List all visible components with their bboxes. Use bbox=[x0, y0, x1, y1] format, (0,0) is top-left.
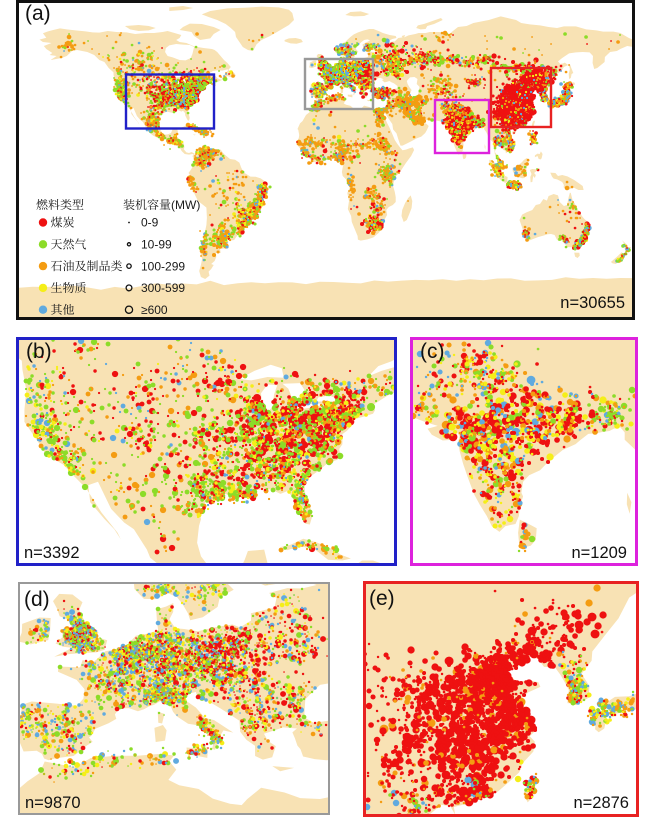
svg-text:10-99: 10-99 bbox=[141, 238, 172, 252]
svg-text:(MW): (MW) bbox=[171, 198, 200, 212]
svg-text:100-299: 100-299 bbox=[141, 259, 185, 273]
svg-text:300-599: 300-599 bbox=[141, 281, 185, 295]
svg-text:0-9: 0-9 bbox=[141, 216, 159, 230]
svg-text:≥600: ≥600 bbox=[141, 303, 168, 317]
